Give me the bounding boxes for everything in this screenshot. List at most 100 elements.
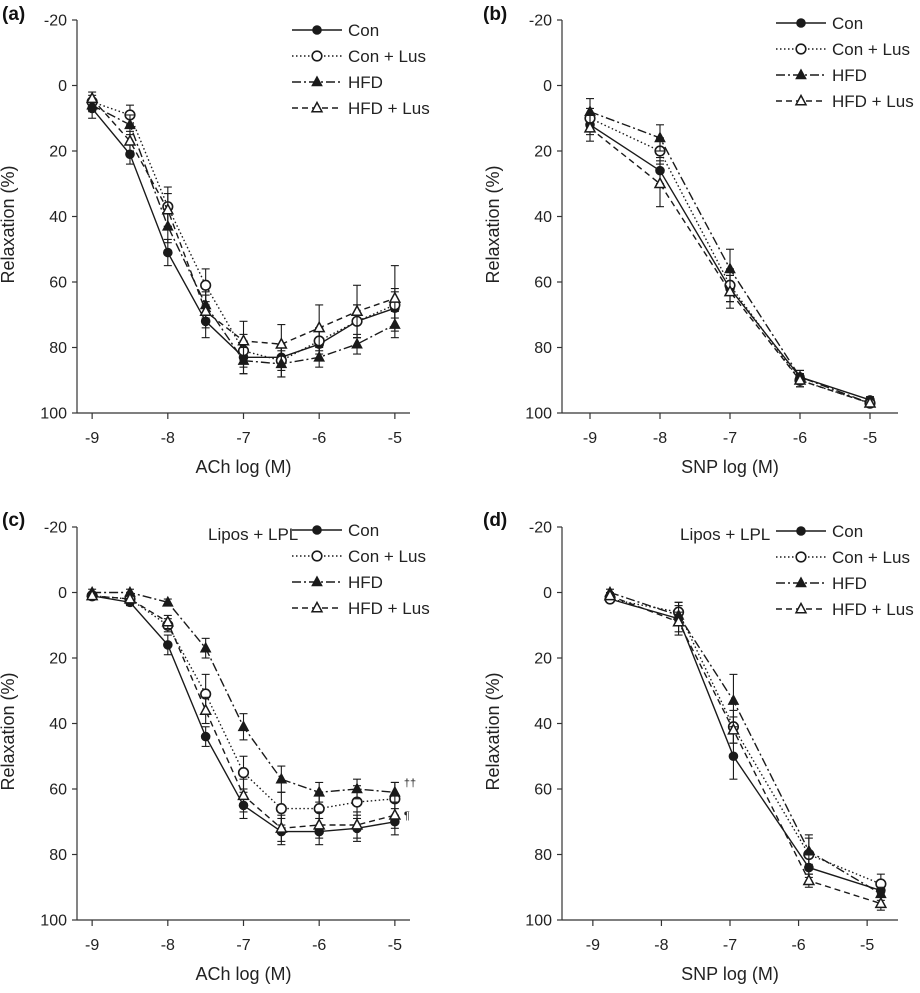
data-point	[350, 304, 364, 317]
legend-marker	[796, 526, 806, 536]
series-hfd	[604, 585, 887, 901]
y-tick-label: 0	[58, 585, 67, 602]
y-tick-label: 60	[534, 782, 552, 799]
x-tick-label: -9	[85, 430, 99, 447]
y-tick-label: 80	[49, 340, 67, 357]
x-axis-title: SNP log (M)	[681, 457, 779, 477]
data-point	[724, 262, 736, 274]
data-point	[123, 134, 137, 146]
legend-marker	[795, 576, 807, 588]
x-tick-label: -6	[793, 430, 807, 447]
data-point	[312, 320, 326, 333]
y-axis-title: Relaxation (%)	[0, 672, 18, 790]
legend-marker	[795, 43, 807, 55]
y-tick-label: 40	[534, 716, 552, 733]
series-line	[609, 598, 882, 885]
data-point	[161, 595, 174, 607]
y-tick-label: -20	[44, 520, 67, 537]
y-tick-label: 40	[49, 209, 67, 226]
y-tick-label: 40	[49, 716, 67, 733]
chart-annotation: Lipos + LPL	[208, 525, 298, 544]
data-point	[723, 284, 737, 297]
x-tick-label: -9	[586, 937, 600, 954]
data-point	[313, 785, 326, 797]
legend-label: Con + Lus	[348, 47, 426, 66]
data-point	[389, 785, 401, 797]
y-tick-label: 100	[525, 406, 552, 423]
y-axis-title: Relaxation (%)	[483, 672, 503, 790]
data-point	[803, 844, 815, 856]
x-tick-label: -8	[653, 430, 667, 447]
y-tick-label: 100	[40, 406, 67, 423]
data-point	[350, 817, 364, 830]
data-point	[85, 91, 99, 104]
legend: Con Con + Lus HFD HFD + Lus	[292, 21, 430, 118]
legend: Con Con + Lus HFD HFD + Lus	[292, 521, 430, 618]
data-point	[388, 808, 402, 820]
legend-label: Con + Lus	[832, 40, 910, 59]
data-point	[313, 350, 326, 362]
panel-d: (d) -20 0 20 40 60 80 100 -9 -8 -7 -6 -5 SNP log (M) R…	[483, 510, 914, 984]
data-point	[863, 396, 877, 408]
legend-label: HFD + Lus	[832, 92, 914, 111]
data-point	[727, 694, 740, 705]
series-con	[605, 594, 886, 898]
x-tick-label: -5	[860, 937, 874, 954]
x-tick-label: -8	[161, 430, 175, 447]
legend-label: HFD	[348, 573, 383, 592]
data-point	[312, 817, 326, 830]
y-tick-label: 0	[543, 585, 552, 602]
legend-label: Con	[832, 522, 863, 541]
data-point	[275, 803, 287, 815]
data-point	[237, 788, 250, 801]
x-tick-label: -8	[654, 937, 668, 954]
series-line	[609, 595, 882, 905]
series-hfd	[584, 98, 876, 408]
y-tick-label: 60	[49, 782, 67, 799]
legend-marker	[311, 550, 323, 562]
series-hfd-lus	[603, 588, 888, 911]
y-tick-label: 40	[534, 209, 552, 226]
legend-label: HFD	[832, 574, 867, 593]
panel-label: (d)	[483, 510, 507, 531]
x-axis-title: ACh log (M)	[195, 457, 291, 477]
legend-marker	[794, 93, 808, 106]
legend-marker	[311, 50, 323, 62]
legend-marker	[796, 18, 806, 28]
data-point	[200, 731, 211, 742]
x-axis-title: ACh log (M)	[195, 964, 291, 984]
data-point	[351, 337, 363, 349]
legend-label: HFD + Lus	[832, 600, 914, 619]
legend-label: Con	[348, 521, 379, 540]
legend-label: HFD	[348, 73, 383, 92]
x-tick-label: -9	[583, 430, 597, 447]
data-point	[124, 118, 136, 130]
series-con-lus	[604, 593, 887, 895]
panel-a: (a) -20 0 20 40 60 80 100 -9 -8 -7 -6 -5 ACh log (M) R…	[0, 4, 430, 477]
y-tick-label: 0	[543, 78, 552, 95]
legend-marker	[312, 525, 322, 535]
y-axis-title: Relaxation (%)	[0, 165, 18, 283]
data-point	[874, 896, 888, 909]
significance-marker: ¶	[404, 810, 410, 822]
x-tick-label: -6	[791, 937, 805, 954]
data-point	[793, 373, 807, 385]
data-point	[163, 247, 173, 258]
y-tick-label: -20	[529, 13, 552, 30]
x-tick-label: -6	[312, 430, 326, 447]
y-tick-label: 20	[534, 144, 552, 161]
y-tick-label: 100	[525, 913, 552, 930]
legend-label: Con + Lus	[832, 548, 910, 567]
series-hfd-lus	[85, 588, 402, 842]
data-point	[672, 614, 685, 627]
y-tick-label: 20	[534, 651, 552, 668]
x-tick-label: -7	[723, 937, 737, 954]
legend-marker	[310, 600, 324, 613]
x-tick-label: -9	[85, 937, 99, 954]
data-point	[275, 772, 288, 784]
series-line	[589, 127, 871, 404]
panel-label: (c)	[2, 510, 25, 531]
data-point	[275, 337, 288, 349]
series-line	[92, 595, 395, 810]
